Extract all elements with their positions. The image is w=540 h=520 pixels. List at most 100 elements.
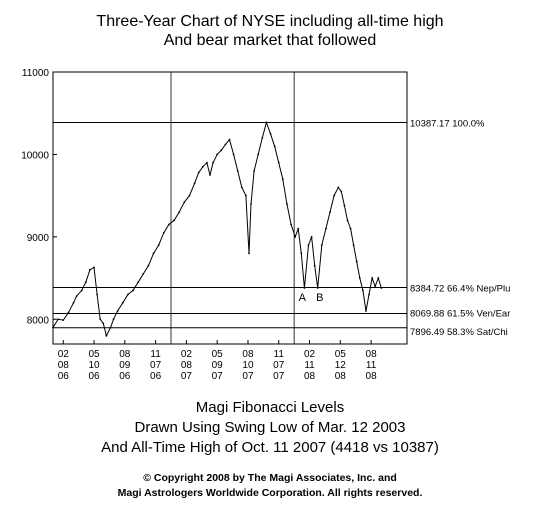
price-point	[300, 252, 303, 255]
price-point	[62, 319, 65, 321]
x-tick-label: 08	[304, 371, 316, 382]
price-point	[212, 161, 214, 164]
price-point	[337, 186, 340, 189]
price-point	[224, 143, 227, 146]
x-tick-label: 08	[366, 349, 378, 360]
price-point	[67, 311, 70, 314]
price-point	[116, 310, 119, 312]
y-tick-label: 10000	[21, 150, 49, 161]
x-tick-label: 08	[242, 349, 254, 360]
chart-subtitle: And bear market that followed	[163, 32, 377, 49]
price-point	[72, 301, 75, 304]
x-tick-label: 02	[181, 349, 193, 360]
price-point	[329, 211, 331, 214]
price-point	[183, 201, 186, 204]
price-point	[307, 244, 310, 246]
x-tick-label: 02	[58, 349, 70, 360]
price-point	[228, 138, 231, 141]
price-point	[377, 277, 380, 279]
price-point	[313, 264, 316, 267]
price-point	[361, 289, 364, 292]
price-point	[365, 310, 367, 312]
x-tick-label: 08	[181, 360, 193, 371]
copyright-line-1: © Copyright 2008 by The Magi Associates,…	[143, 472, 397, 484]
price-point	[261, 137, 264, 139]
x-tick-label: 07	[212, 371, 224, 382]
x-tick-label: 06	[119, 371, 131, 382]
price-point	[355, 260, 358, 263]
price-point	[303, 287, 306, 289]
price-point	[206, 161, 208, 164]
price-point	[325, 227, 327, 230]
x-tick-label: 11	[304, 360, 315, 371]
price-point	[240, 186, 243, 189]
price-point	[346, 219, 349, 222]
price-point	[168, 223, 170, 226]
price-point	[132, 289, 134, 292]
y-tick-label: 8000	[27, 315, 50, 326]
price-point	[236, 170, 239, 172]
price-point	[84, 281, 87, 284]
price-point	[281, 178, 284, 181]
price-point	[193, 182, 196, 185]
x-tick-label: 08	[58, 360, 70, 371]
y-axis: 8000 9000 10000 11000	[21, 68, 57, 326]
price-point	[320, 244, 323, 246]
price-point	[216, 153, 219, 156]
fib-level-label: 8384.72 66.4% Nep/Plu	[410, 284, 510, 295]
price-point	[142, 273, 145, 275]
price-point	[105, 334, 108, 337]
x-tick-label: 11	[274, 349, 285, 360]
price-point	[93, 266, 95, 269]
x-tick-label: 08	[335, 371, 347, 382]
price-point	[112, 318, 115, 321]
y-tick-label: 9000	[27, 233, 50, 244]
price-point	[127, 293, 129, 296]
annotation-label: B	[316, 292, 323, 304]
price-point	[253, 170, 256, 172]
price-point	[197, 171, 200, 174]
price-point	[310, 235, 313, 238]
price-point	[162, 231, 165, 234]
price-point	[121, 301, 124, 304]
price-point	[273, 145, 276, 148]
x-axis: 0208060510060809061107060208070509070810…	[58, 340, 377, 382]
caption-line-3: And All-Time High of Oct. 11 2007 (4418 …	[101, 439, 439, 456]
year-dividers	[170, 72, 295, 344]
price-point	[80, 289, 83, 292]
x-tick-label: 10	[88, 360, 100, 371]
x-tick-label: 07	[181, 371, 193, 382]
price-point	[374, 285, 377, 288]
copyright-line-2: Magi Astrologers Worldwide Corporation. …	[117, 487, 423, 499]
price-point	[294, 235, 297, 238]
price-point	[277, 161, 280, 164]
x-tick-label: 11	[366, 360, 377, 371]
x-tick-label: 07	[242, 371, 254, 382]
price-point	[178, 211, 181, 214]
caption-line-1: Magi Fibonacci Levels	[195, 399, 345, 416]
price-point	[52, 326, 54, 329]
price-point	[316, 287, 319, 289]
price-point	[265, 121, 268, 124]
x-tick-label: 07	[273, 371, 285, 382]
fib-level-label: 7896.49 58.3% Sat/Chi	[410, 327, 508, 338]
x-tick-label: 07	[150, 360, 162, 371]
x-tick-label: 05	[212, 349, 224, 360]
x-tick-label: 02	[304, 349, 316, 360]
price-point	[147, 264, 150, 267]
x-tick-label: 12	[335, 360, 347, 371]
price-point	[333, 194, 336, 197]
fibonacci-levels: 10387.17 100.0% 8384.72 66.4% Nep/Plu 8069…	[53, 119, 510, 338]
x-tick-label: 11	[150, 349, 161, 360]
x-tick-label: 07	[273, 360, 285, 371]
fib-level-label: 10387.17 100.0%	[410, 119, 485, 130]
x-tick-label: 05	[335, 349, 347, 360]
price-points	[52, 121, 383, 337]
x-tick-label: 08	[119, 349, 131, 360]
x-tick-label: 09	[212, 360, 224, 371]
price-point	[371, 277, 374, 279]
price-point	[102, 322, 105, 325]
price-point	[152, 252, 155, 255]
price-point	[109, 326, 112, 329]
